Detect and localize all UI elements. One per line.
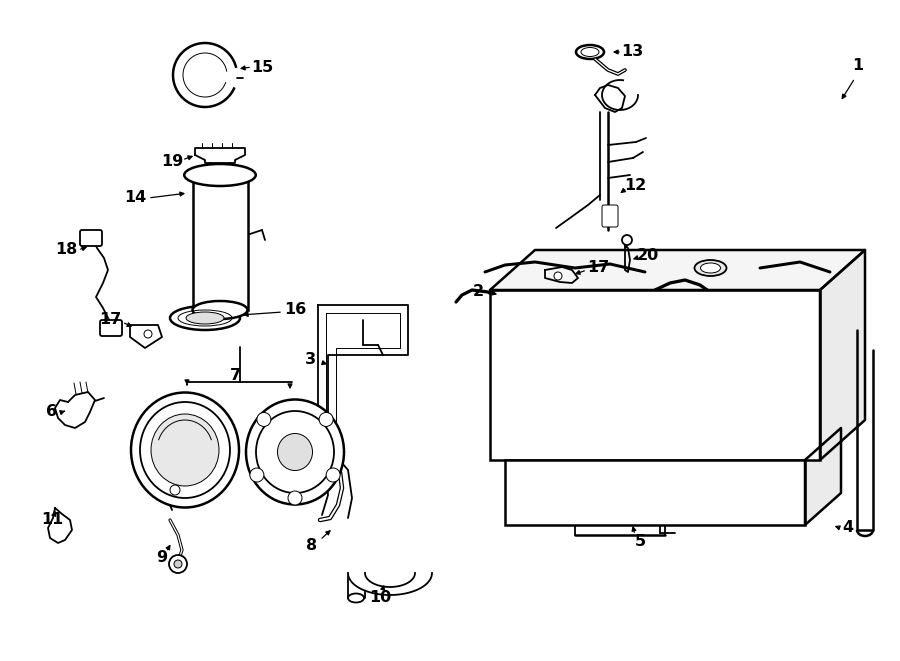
Ellipse shape [193, 301, 248, 319]
Text: 13: 13 [621, 44, 644, 59]
Text: 11: 11 [40, 512, 63, 527]
Polygon shape [595, 85, 625, 112]
Circle shape [554, 272, 562, 280]
Text: 1: 1 [852, 58, 864, 73]
Polygon shape [820, 250, 865, 460]
Circle shape [174, 560, 182, 568]
FancyBboxPatch shape [602, 205, 618, 227]
Circle shape [326, 468, 340, 482]
Polygon shape [625, 246, 630, 272]
Ellipse shape [695, 260, 726, 276]
Text: 9: 9 [157, 551, 167, 566]
Polygon shape [48, 508, 72, 543]
Text: 2: 2 [472, 284, 483, 299]
Circle shape [170, 485, 180, 495]
Circle shape [622, 235, 632, 245]
Ellipse shape [277, 434, 312, 471]
Text: 15: 15 [251, 59, 273, 75]
Polygon shape [318, 305, 408, 450]
FancyBboxPatch shape [490, 290, 820, 460]
Text: 20: 20 [637, 247, 659, 262]
FancyBboxPatch shape [505, 460, 805, 525]
Text: 5: 5 [634, 535, 645, 549]
Text: 19: 19 [161, 155, 183, 169]
Ellipse shape [170, 306, 240, 330]
Ellipse shape [246, 399, 344, 504]
Text: 17: 17 [99, 313, 122, 327]
Polygon shape [545, 267, 578, 283]
Ellipse shape [700, 263, 721, 273]
Ellipse shape [184, 164, 256, 186]
Text: 16: 16 [284, 303, 306, 317]
Polygon shape [490, 250, 865, 290]
Text: 7: 7 [230, 368, 240, 383]
Text: 6: 6 [47, 405, 58, 420]
Polygon shape [805, 428, 841, 525]
Polygon shape [55, 392, 95, 428]
Circle shape [320, 412, 333, 426]
Text: 17: 17 [587, 260, 609, 276]
Ellipse shape [131, 393, 239, 508]
Ellipse shape [348, 594, 364, 602]
Text: 4: 4 [842, 520, 853, 535]
Text: 3: 3 [304, 352, 316, 368]
Text: 12: 12 [624, 178, 646, 192]
Ellipse shape [151, 414, 219, 486]
Circle shape [256, 412, 271, 426]
Circle shape [144, 330, 152, 338]
Circle shape [169, 555, 187, 573]
Circle shape [250, 468, 264, 482]
Ellipse shape [576, 45, 604, 59]
Polygon shape [348, 573, 432, 595]
Text: 8: 8 [306, 537, 318, 553]
Text: 14: 14 [124, 190, 146, 206]
Circle shape [288, 491, 302, 505]
Polygon shape [130, 325, 162, 348]
Text: 18: 18 [55, 243, 77, 258]
Polygon shape [195, 148, 245, 163]
Ellipse shape [186, 312, 224, 324]
Text: 10: 10 [369, 590, 392, 605]
FancyBboxPatch shape [193, 175, 248, 310]
FancyBboxPatch shape [80, 230, 102, 246]
FancyBboxPatch shape [100, 320, 122, 336]
